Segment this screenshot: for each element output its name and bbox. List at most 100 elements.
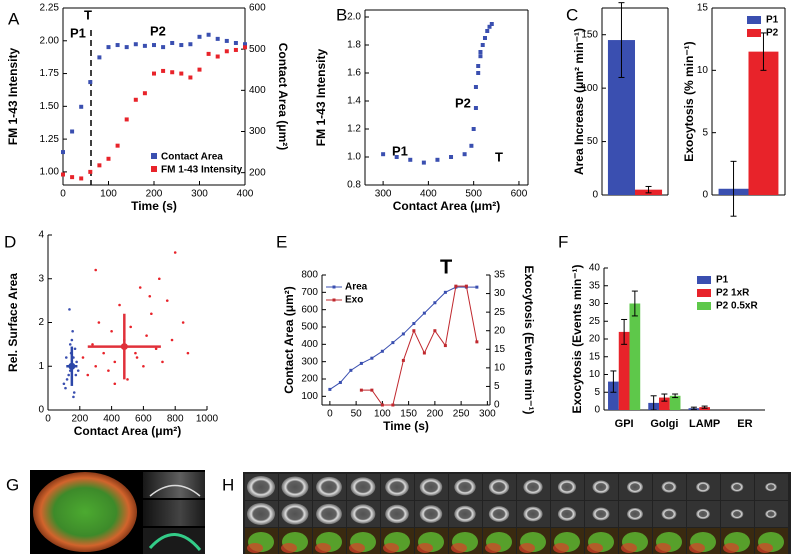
x-tick-label: 50 xyxy=(351,409,363,420)
tile-ring xyxy=(316,476,342,498)
x-tick-label: 250 xyxy=(453,409,470,420)
y-axis-label: Exocytosis (Events min⁻¹) xyxy=(570,264,584,413)
point xyxy=(115,143,120,148)
point xyxy=(233,47,238,52)
point xyxy=(124,117,129,122)
point xyxy=(165,299,169,302)
legend-swatch xyxy=(697,276,711,284)
y2-tick-label: 25 xyxy=(494,307,506,318)
y-tick-label: 30 xyxy=(589,298,601,309)
point xyxy=(126,378,129,381)
point xyxy=(64,356,68,359)
x-tick-label: 200 xyxy=(427,409,444,420)
legend-swatch xyxy=(697,302,711,310)
point xyxy=(338,380,342,384)
x-axis-label: Contact Area (μm²) xyxy=(74,424,182,438)
y2-tick-label: 30 xyxy=(494,288,506,299)
point xyxy=(68,343,72,346)
legend-label: P2 1xR xyxy=(716,288,750,299)
y-tick-label: 150 xyxy=(581,29,598,40)
point xyxy=(113,360,117,364)
y-tick-label: 200 xyxy=(301,374,318,385)
panel-letter: G xyxy=(6,475,19,494)
point xyxy=(408,157,413,162)
y-tick-label: 1.75 xyxy=(40,68,60,79)
point xyxy=(489,22,494,26)
point xyxy=(454,284,458,288)
tile-ring xyxy=(281,503,309,525)
point xyxy=(391,341,395,345)
x-tick-label: 400 xyxy=(420,189,437,200)
bar xyxy=(659,397,670,410)
point xyxy=(224,49,229,54)
tile-ring xyxy=(592,507,610,521)
point xyxy=(412,329,416,333)
point xyxy=(179,71,184,76)
point xyxy=(97,321,101,324)
tile-ring xyxy=(385,477,409,497)
y-axis-label: Contact Area (μm²) xyxy=(282,286,296,394)
y2-tick-label: 10 xyxy=(494,362,506,373)
point xyxy=(70,129,75,134)
tile-ring xyxy=(627,507,643,521)
point xyxy=(224,38,229,43)
point xyxy=(113,382,117,386)
point xyxy=(401,332,405,336)
point xyxy=(70,175,75,180)
point xyxy=(480,43,485,47)
point xyxy=(475,340,479,344)
y-tick-label: 0 xyxy=(38,405,44,416)
point xyxy=(188,75,193,80)
point xyxy=(61,150,65,155)
bar xyxy=(608,381,619,410)
legend-swatch xyxy=(697,289,711,297)
y-tick-label: 2 xyxy=(38,317,44,328)
point xyxy=(243,45,247,50)
y-tick-label: 0.8 xyxy=(347,180,361,191)
y-tick-label: 40 xyxy=(589,263,601,274)
tile-ring xyxy=(316,503,342,525)
point xyxy=(188,42,193,47)
tile-ring xyxy=(696,508,710,520)
point xyxy=(110,329,113,333)
annotation: P2 xyxy=(150,23,166,38)
legend-label: P1 xyxy=(716,275,729,286)
point xyxy=(74,373,78,377)
point xyxy=(469,143,474,148)
point xyxy=(161,68,166,73)
point xyxy=(70,338,74,342)
tile-ring xyxy=(661,481,677,493)
x-axis-label: Time (s) xyxy=(131,199,177,213)
y-tick-label: 1.25 xyxy=(40,134,60,145)
y-axis-label: Exocytosis (% min⁻¹) xyxy=(682,41,696,161)
point xyxy=(197,34,202,39)
x-tick-label: 800 xyxy=(167,414,184,425)
tile-ring xyxy=(350,504,376,524)
tile-red xyxy=(417,543,433,553)
y-tick-label: 15 xyxy=(589,351,601,362)
y-tick-label: 0 xyxy=(592,190,598,201)
legend-label: Area xyxy=(345,282,368,293)
y2-tick-label: 600 xyxy=(249,3,266,14)
tile-ring xyxy=(350,477,376,497)
point xyxy=(422,311,426,315)
y2-tick-label: 400 xyxy=(249,85,266,96)
annotation: T xyxy=(84,7,92,22)
y-tick-label: 15 xyxy=(697,3,709,14)
x-tick-label: GPI xyxy=(615,418,634,430)
tile-ring xyxy=(488,479,510,495)
tile-ring xyxy=(281,476,309,498)
point xyxy=(170,70,175,75)
point xyxy=(68,308,71,311)
point xyxy=(233,40,238,45)
point xyxy=(170,40,175,45)
y-tick-label: 10 xyxy=(697,65,709,76)
point xyxy=(76,369,80,372)
point xyxy=(464,284,468,288)
y-tick-label: 2.0 xyxy=(347,12,361,23)
y-tick-label: 1.4 xyxy=(347,96,361,107)
tile-red xyxy=(689,543,705,553)
point xyxy=(433,301,437,305)
point xyxy=(401,358,405,362)
y2-tick-label: 35 xyxy=(494,270,506,281)
